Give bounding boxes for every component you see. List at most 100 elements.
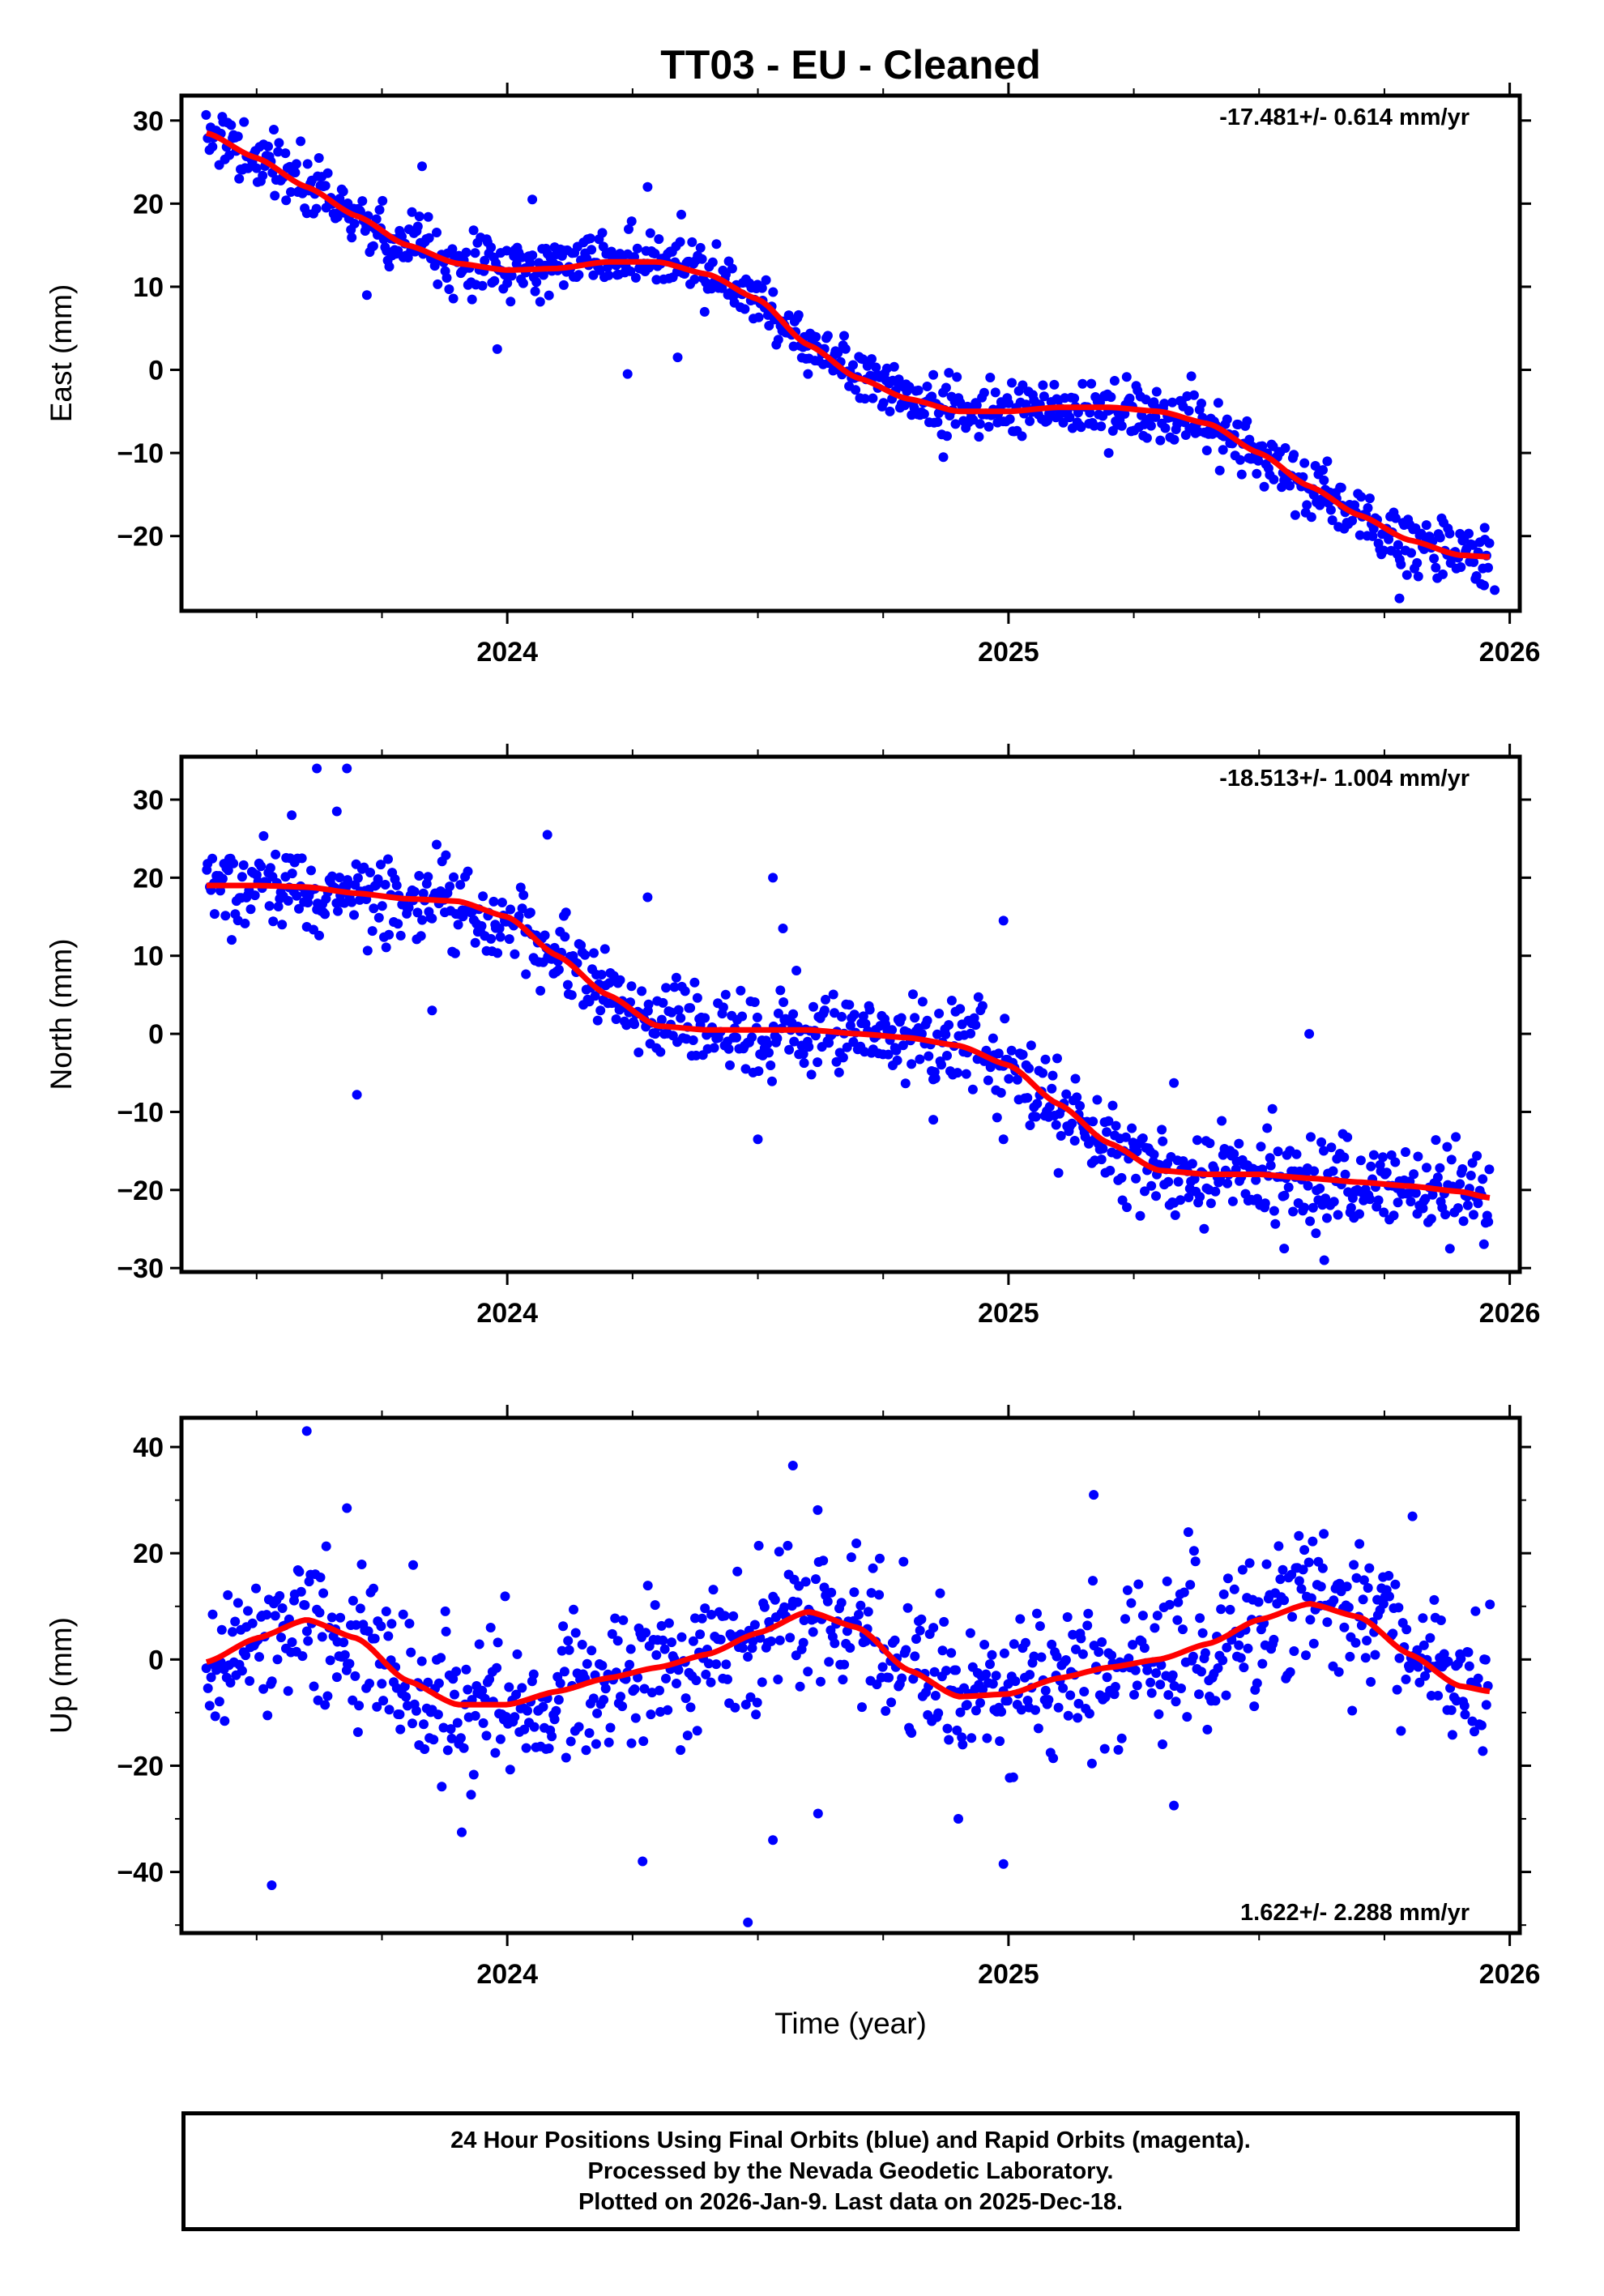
- data-point: [1162, 1576, 1172, 1586]
- data-point: [1088, 1116, 1098, 1127]
- data-point: [429, 261, 440, 271]
- data-point: [1109, 376, 1120, 386]
- data-point: [785, 1632, 796, 1643]
- data-point: [1110, 1682, 1120, 1692]
- data-point: [226, 120, 237, 130]
- data-point: [580, 950, 591, 960]
- data-point: [1017, 1049, 1028, 1060]
- data-point: [1426, 1214, 1436, 1224]
- data-point: [857, 1702, 867, 1713]
- data-point: [477, 1685, 488, 1696]
- data-point: [934, 1009, 945, 1018]
- data-point: [1356, 492, 1367, 502]
- data-point-outlier: [928, 1115, 939, 1125]
- y-tick-label: −10: [117, 1097, 164, 1128]
- data-point: [639, 1684, 650, 1694]
- x-tick-label: 2025: [978, 637, 1039, 668]
- data-point: [1004, 1073, 1014, 1084]
- data-point: [502, 278, 513, 288]
- data-point: [558, 280, 569, 290]
- data-point: [399, 1681, 410, 1692]
- data-point: [1116, 1733, 1127, 1743]
- data-point: [1421, 520, 1431, 531]
- data-point: [1378, 1598, 1389, 1609]
- data-point: [887, 1025, 898, 1035]
- data-point: [1188, 390, 1199, 400]
- data-point: [632, 243, 642, 254]
- data-point: [1303, 1180, 1313, 1191]
- data-point: [747, 1032, 757, 1043]
- data-point: [1390, 513, 1401, 523]
- data-point: [975, 419, 985, 429]
- data-point: [877, 1662, 888, 1672]
- data-point: [1182, 1712, 1192, 1722]
- data-point: [808, 1627, 818, 1637]
- data-point: [1038, 1068, 1048, 1078]
- data-point: [1030, 1112, 1041, 1122]
- data-point: [1178, 1624, 1188, 1635]
- data-point: [937, 1645, 948, 1656]
- data-point: [952, 1725, 962, 1735]
- chart-title: TT03 - EU - Cleaned: [660, 42, 1041, 87]
- data-point: [1009, 1639, 1019, 1649]
- data-point: [570, 1628, 581, 1638]
- data-point: [395, 1724, 406, 1735]
- data-point: [955, 1707, 966, 1718]
- data-point: [411, 1705, 421, 1716]
- data-point: [697, 254, 707, 264]
- data-point: [1446, 1705, 1457, 1715]
- data-point: [1327, 515, 1337, 526]
- data-point: [753, 1066, 764, 1077]
- data-point: [1358, 1594, 1368, 1605]
- data-point: [983, 421, 994, 432]
- data-point: [916, 1614, 927, 1624]
- data-point: [1480, 1654, 1491, 1665]
- data-point: [764, 1048, 774, 1058]
- data-point: [791, 966, 802, 975]
- data-point: [275, 1590, 285, 1601]
- data-point: [845, 1643, 855, 1653]
- data-point: [277, 920, 288, 930]
- data-point: [784, 1044, 795, 1055]
- data-point-outlier: [998, 1859, 1009, 1869]
- data-point: [1124, 393, 1135, 403]
- data-point: [597, 1660, 608, 1671]
- data-point: [1158, 1136, 1168, 1146]
- data-point: [538, 1701, 548, 1712]
- axis-ticks: −20 −10 0 10 20 30 2024 2025 2026: [117, 83, 1540, 668]
- data-point: [774, 1547, 784, 1557]
- data-point: [429, 1735, 439, 1745]
- data-point: [773, 1008, 783, 1018]
- data-point: [667, 1637, 676, 1648]
- data-point: [371, 214, 382, 224]
- data-point: [357, 196, 368, 207]
- data-point: [929, 1667, 940, 1677]
- data-points: [201, 1426, 1495, 1927]
- data-point: [478, 891, 488, 902]
- data-point: [721, 269, 731, 280]
- data-point: [232, 131, 243, 142]
- data-point: [287, 868, 297, 879]
- data-point: [898, 1556, 909, 1567]
- data-point: [798, 1637, 808, 1648]
- data-point: [207, 853, 218, 864]
- data-point-outlier: [938, 452, 949, 463]
- data-point: [1069, 393, 1080, 403]
- data-point: [296, 136, 306, 147]
- data-point: [1197, 1628, 1208, 1638]
- data-point: [1120, 1614, 1130, 1624]
- data-point: [1354, 1538, 1365, 1549]
- data-point: [1235, 455, 1245, 465]
- data-point: [1229, 1584, 1239, 1594]
- data-point: [243, 1606, 253, 1616]
- data-point: [267, 1676, 277, 1687]
- data-point: [407, 207, 417, 217]
- data-point: [783, 310, 794, 321]
- data-point: [643, 999, 654, 1009]
- data-point: [600, 1684, 611, 1694]
- data-point: [1384, 1571, 1394, 1581]
- data-point-outlier: [638, 1856, 648, 1867]
- data-point: [272, 1654, 283, 1665]
- data-point: [521, 969, 531, 979]
- data-point: [561, 1752, 571, 1763]
